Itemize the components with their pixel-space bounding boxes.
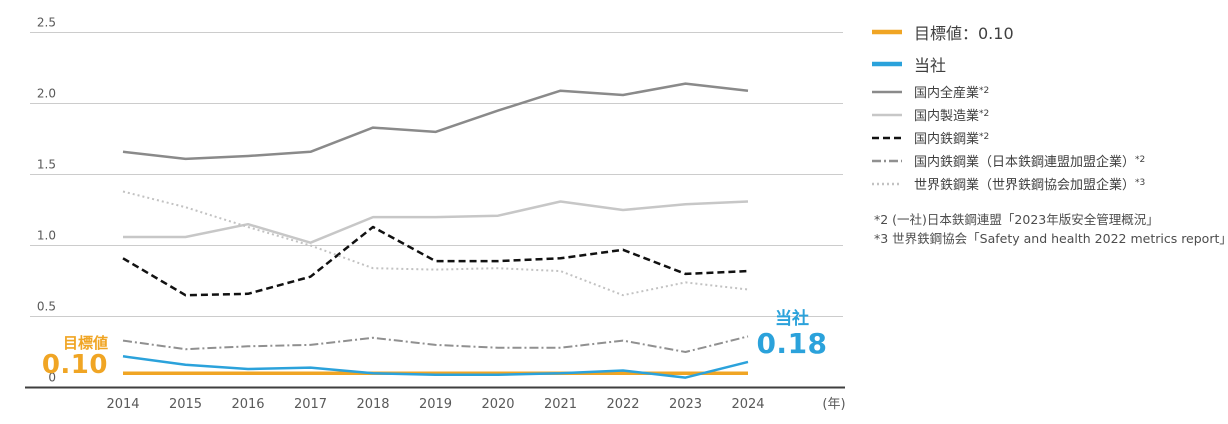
legend-item-label: 当社 <box>914 56 947 75</box>
svg-text:2019: 2019 <box>419 397 452 412</box>
legend-item-target: 目標値：0.10 <box>870 16 1228 48</box>
chart-legend: 目標値：0.10 当社 国内全産業*2 国内製造業*2 国内鉄鋼業*2 国内鉄鋼… <box>870 16 1228 195</box>
target-line-swatch-icon <box>870 27 904 37</box>
target-annotation: 目標値 0.10 <box>36 334 108 380</box>
svg-text:2.5: 2.5 <box>37 16 56 30</box>
legend-item-label: 世界鉄鋼業（世界鉄鋼協会加盟企業）*3 <box>914 178 1146 193</box>
svg-text:2016: 2016 <box>231 397 264 412</box>
company-annotation-label: 当社 <box>775 309 809 329</box>
legend-item-domestic-all-industries: 国内全産業*2 <box>870 80 1228 103</box>
legend-item-domestic-steel-federation: 国内鉄鋼業（日本鉄鋼連盟加盟企業）*2 <box>870 149 1228 172</box>
dashed-line-swatch-icon <box>870 133 904 143</box>
footnote-3: *3 世界鉄鋼協会「Safety and health 2022 metrics… <box>874 231 1228 246</box>
solid-line-swatch-icon <box>870 87 904 97</box>
svg-text:(年): (年) <box>822 397 845 412</box>
dotted-line-swatch-icon <box>870 179 904 189</box>
dashdot-line-swatch-icon <box>870 156 904 166</box>
chart-svg: 0 0.5 1.0 1.5 2.0 2.5 2014 2015 2016 2017 2018 2019… <box>25 16 846 412</box>
svg-text:2.0: 2.0 <box>37 87 56 101</box>
svg-text:2021: 2021 <box>544 397 577 412</box>
svg-text:2020: 2020 <box>481 397 514 412</box>
legend-item-domestic-steel: 国内鉄鋼業*2 <box>870 126 1228 149</box>
target-annotation-value: 0.10 <box>41 349 108 380</box>
svg-text:2014: 2014 <box>106 397 139 412</box>
company-annotation: 当社 0.18 <box>752 309 832 360</box>
legend-item-label: 目標値：0.10 <box>914 24 1014 43</box>
solid-line-swatch-icon <box>870 110 904 120</box>
svg-text:2022: 2022 <box>606 397 639 412</box>
svg-text:2023: 2023 <box>669 397 702 412</box>
legend-item-domestic-manufacturing: 国内製造業*2 <box>870 103 1228 126</box>
svg-text:0: 0 <box>48 371 56 385</box>
footnotes: *2 (一社)日本鉄鋼連盟「2023年版安全管理概況」 *3 世界鉄鋼協会「Sa… <box>874 210 1228 248</box>
target-annotation-label: 目標値 <box>62 334 108 352</box>
footnote-2: *2 (一社)日本鉄鋼連盟「2023年版安全管理概況」 <box>874 212 1159 227</box>
svg-text:0.5: 0.5 <box>37 300 56 314</box>
legend-item-label: 国内鉄鋼業*2 <box>914 132 990 147</box>
legend-item-label: 国内製造業*2 <box>914 109 990 124</box>
legend-item-company: 当社 <box>870 48 1228 80</box>
legend-item-world-steel: 世界鉄鋼業（世界鉄鋼協会加盟企業）*3 <box>870 172 1228 195</box>
company-annotation-value: 0.18 <box>756 326 828 360</box>
company-line-swatch-icon <box>870 59 904 69</box>
svg-text:1.0: 1.0 <box>37 229 56 243</box>
svg-text:1.5: 1.5 <box>37 158 56 172</box>
svg-text:2018: 2018 <box>356 397 389 412</box>
legend-item-label: 国内鉄鋼業（日本鉄鋼連盟加盟企業）*2 <box>914 155 1146 170</box>
svg-text:2015: 2015 <box>169 397 202 412</box>
legend-item-label: 国内全産業*2 <box>914 86 990 101</box>
svg-text:2024: 2024 <box>731 397 764 412</box>
svg-text:2017: 2017 <box>294 397 327 412</box>
